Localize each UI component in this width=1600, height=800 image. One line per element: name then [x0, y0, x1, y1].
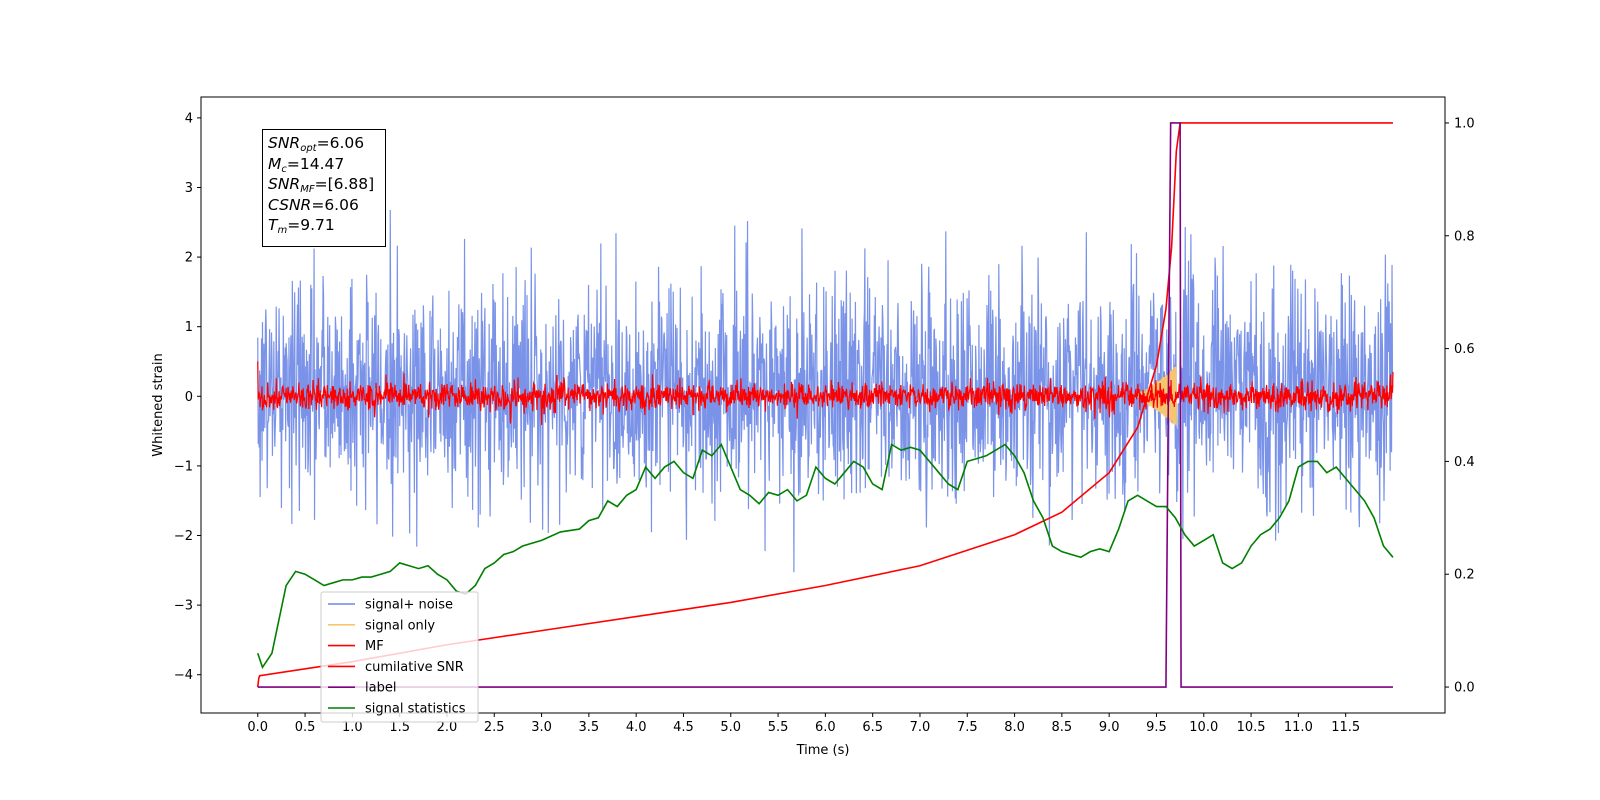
mc-line: Mc=14.47 [268, 154, 345, 175]
snr-mf-line: SNRMF=[6.88] [268, 175, 375, 195]
y-tick-label: 0 [185, 390, 193, 405]
y-tick-label: 1 [185, 320, 193, 335]
x-tick-label: 6.0 [815, 720, 836, 735]
plot-frame [200, 96, 1446, 714]
snr-opt-line: SNRopt=6.06 [268, 134, 365, 154]
x-tick-label: 8.5 [1052, 720, 1073, 735]
y-tick-label: −2 [174, 529, 193, 544]
x-tick-label: 6.5 [862, 720, 883, 735]
x-tick-label: 9.5 [1146, 720, 1167, 735]
y2-tick-label: 0.0 [1454, 681, 1475, 696]
x-tick-label: 2.0 [437, 720, 458, 735]
series-label [257, 122, 1393, 688]
series-signal-statistics [257, 442, 1394, 670]
y-tick-label: 4 [185, 111, 193, 126]
legend-box [320, 591, 479, 723]
x-tick-label: 2.5 [484, 720, 505, 735]
y2-tick-label: 1.0 [1454, 116, 1475, 131]
y2-tick-label: 0.2 [1454, 568, 1475, 583]
legend: signal+ noise signal only MF cumilative SNR… [320, 591, 479, 723]
tm-line: Tm=9.71 [268, 216, 335, 236]
x-tick-label: 0.0 [247, 720, 268, 735]
x-tick-label: 11.0 [1284, 720, 1313, 735]
x-axis: 0.0 0.5 1.0 1.5 2.0 2.5 3.0 3.5 4.0 4.5 5.0 5.5 6.0 6… [247, 713, 1360, 735]
x-tick-label: 10.5 [1237, 720, 1266, 735]
y-tick-label: −1 [174, 459, 193, 474]
x-tick-label: 1.0 [342, 720, 363, 735]
x-tick-label: 5.0 [720, 720, 741, 735]
csnr-line: CSNR=6.06 [268, 195, 359, 214]
y-tick-label: 2 [185, 251, 193, 266]
x-tick-label: 5.5 [768, 720, 789, 735]
series-signal-noise [257, 209, 1394, 573]
x-tick-label: 10.0 [1189, 720, 1218, 735]
legend-label: label [365, 681, 396, 696]
x-tick-label: 3.5 [579, 720, 600, 735]
y-axis-right: 1.0 0.8 0.6 0.4 0.2 0.0 [1445, 116, 1475, 696]
x-tick-label: 1.5 [389, 720, 410, 735]
y-tick-label: −3 [174, 599, 193, 614]
y2-tick-label: 0.6 [1454, 342, 1475, 357]
x-axis-label: Time (s) [796, 743, 850, 758]
y-axis-left: 4 3 2 1 0 −1 −2 −3 −4 [174, 111, 201, 683]
y2-tick-label: 0.4 [1454, 455, 1475, 470]
legend-label: cumilative SNR [365, 660, 464, 675]
series-mf [257, 361, 1394, 426]
x-tick-label: 3.0 [531, 720, 552, 735]
x-tick-label: 0.5 [295, 720, 316, 735]
y2-tick-label: 0.8 [1454, 229, 1475, 244]
legend-label: signal+ noise [365, 598, 453, 613]
metrics-annotation: SNRopt=6.06 Mc=14.47 SNRMF=[6.88] CSNR=6… [262, 129, 386, 247]
x-tick-label: 7.0 [910, 720, 931, 735]
x-tick-label: 7.5 [957, 720, 978, 735]
y-tick-label: −4 [174, 668, 193, 683]
x-tick-label: 9.0 [1099, 720, 1120, 735]
x-tick-label: 11.5 [1331, 720, 1360, 735]
legend-label: MF [365, 639, 384, 654]
legend-label: signal only [365, 618, 435, 633]
x-tick-label: 4.0 [626, 720, 647, 735]
y-tick-label: 3 [185, 181, 193, 196]
legend-label: signal statistics [365, 702, 466, 717]
y-axis-label: Whitened strain [151, 353, 166, 456]
x-tick-label: 4.5 [673, 720, 694, 735]
x-tick-label: 8.0 [1004, 720, 1025, 735]
